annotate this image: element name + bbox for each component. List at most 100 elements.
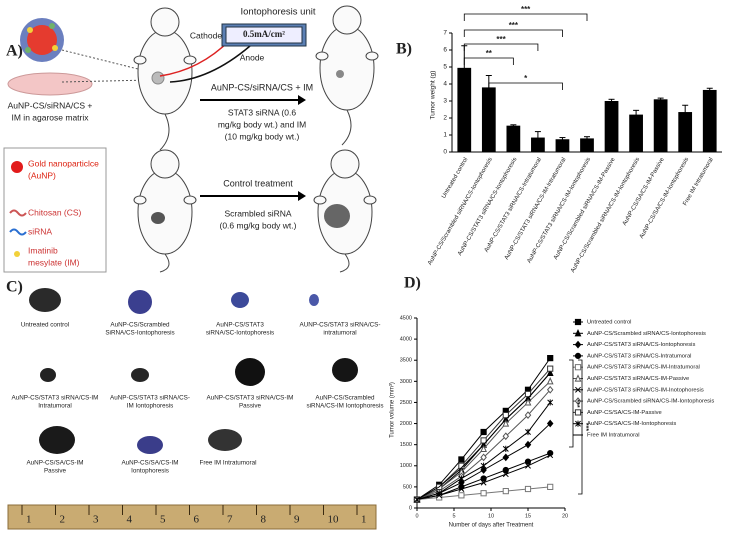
tumor-caption: AuNP-CS/STAT3 siRNA/CS-: [110, 395, 190, 402]
y-tick-label: 3: [443, 98, 447, 105]
ruler-label: 4: [127, 514, 133, 526]
tumor-caption: AuNP-CS/STAT3 siRNA/CS-IM: [12, 395, 99, 402]
ruler-label: 7: [227, 514, 233, 526]
point: [480, 479, 487, 486]
point: [458, 456, 465, 463]
x-tick-label: 10: [488, 513, 494, 519]
point: [458, 492, 465, 499]
ruler-label: 8: [261, 514, 267, 526]
point: [480, 453, 487, 462]
ruler-label: 6: [194, 514, 200, 526]
ruler-label: 9: [294, 514, 300, 526]
tumor-photo: [29, 288, 61, 312]
point: [414, 496, 420, 503]
point: [502, 488, 509, 495]
y-tick-label: 4: [443, 81, 447, 88]
legend-marker: [574, 374, 582, 382]
tumor-photo: [231, 292, 249, 308]
significance-bracket: [463, 43, 539, 51]
x-tick-label: AuNP-CS/SA/CS-IM-Passive: [622, 156, 666, 227]
x-tick-label: Untreated control: [441, 157, 469, 200]
x-tick-label: 5: [452, 513, 455, 519]
tumor: [151, 212, 165, 224]
point: [525, 428, 531, 436]
tumor-photo: [332, 358, 358, 382]
legend-marker: [574, 318, 582, 326]
x-tick-label: AuNP-CS/SA/CS-IM-Iontophoresis: [639, 157, 690, 240]
zoom-line: [61, 79, 151, 83]
matrix-caption: IM in agarose matrix: [12, 112, 90, 122]
legend-label: Untreated control: [587, 320, 631, 326]
tumor-caption: SiRNA/CS-Iontophoresis: [105, 330, 174, 337]
point: [524, 398, 532, 406]
tumor-caption: AuNP-CS/Scrambled: [315, 395, 375, 402]
ruler-label: 5: [160, 514, 166, 526]
point: [480, 466, 487, 474]
cs-dot: [25, 47, 31, 53]
y-tick-label: 3500: [400, 358, 412, 364]
tumor: [324, 204, 350, 228]
point: [524, 390, 532, 398]
anode-label: Anode: [240, 52, 265, 62]
panel-label: A): [6, 43, 23, 60]
tumor-photo: [208, 429, 242, 451]
point: [525, 462, 531, 469]
control-label: Control treatment: [223, 178, 293, 188]
y-tick-label: 6: [443, 47, 447, 54]
tumor-caption: Iontophoresis: [131, 468, 169, 475]
mouse: [133, 149, 197, 273]
legend-text: Imatinib: [28, 245, 58, 255]
legend-label: AuNP-CS/STAT3 siRNA/CS-IM-Passive: [587, 376, 689, 382]
bar: [457, 67, 472, 152]
im-dot: [27, 27, 33, 33]
point: [502, 432, 510, 441]
legend-text: siRNA: [28, 226, 52, 236]
y-tick-label: 2500: [400, 400, 412, 406]
legend-marker: [574, 352, 582, 359]
panel-label: B): [396, 41, 412, 58]
tumor-caption: Passive: [44, 468, 67, 475]
y-tick-label: 500: [403, 484, 412, 490]
y-tick-label: 0: [409, 505, 412, 511]
legend-cs: [9, 209, 27, 217]
tumor: [151, 71, 165, 85]
y-tick-label: 3000: [400, 379, 412, 385]
point: [524, 485, 532, 493]
point: [547, 452, 554, 459]
point: [546, 385, 554, 394]
legend-marker: [574, 397, 582, 405]
cathode-label: Cathode: [190, 30, 222, 40]
agarose-dish: [7, 72, 93, 96]
legend-marker: [575, 386, 581, 393]
point: [502, 466, 509, 474]
bar: [653, 99, 668, 152]
point: [524, 411, 532, 419]
legend-sirna: [9, 228, 27, 236]
y-tick-label: 1000: [400, 463, 412, 469]
significance-bracket: [463, 29, 563, 37]
tumor-caption: intratumoral: [323, 330, 356, 337]
tumor-caption: AuNP-CS/STAT3 siRNA/CS-IM: [207, 395, 294, 402]
point: [547, 355, 554, 362]
point: [458, 486, 465, 492]
tumor-caption: Free IM Intratumoral: [199, 460, 256, 467]
point: [502, 419, 510, 427]
bar: [531, 137, 545, 152]
legend-marker: [574, 340, 582, 349]
tumor-caption: Intratumoral: [38, 403, 72, 410]
point: [546, 377, 554, 385]
y-tick-label: 5: [443, 64, 447, 71]
legend-label: Free IM Intratumoral: [587, 433, 640, 439]
legend-marker: [574, 409, 582, 416]
point: [480, 490, 487, 497]
tumor-photo: [309, 294, 319, 306]
tumor-caption: Untreated control: [21, 322, 69, 329]
mouse: [133, 7, 197, 151]
ruler-label: 2: [60, 514, 66, 526]
tumor: [336, 70, 344, 78]
tumor-photo: [128, 290, 152, 314]
point: [502, 445, 509, 452]
point: [524, 440, 532, 449]
legend-label: AuNP-CS/Scrambled siRNA/CS-Iontophoresis: [587, 331, 706, 337]
